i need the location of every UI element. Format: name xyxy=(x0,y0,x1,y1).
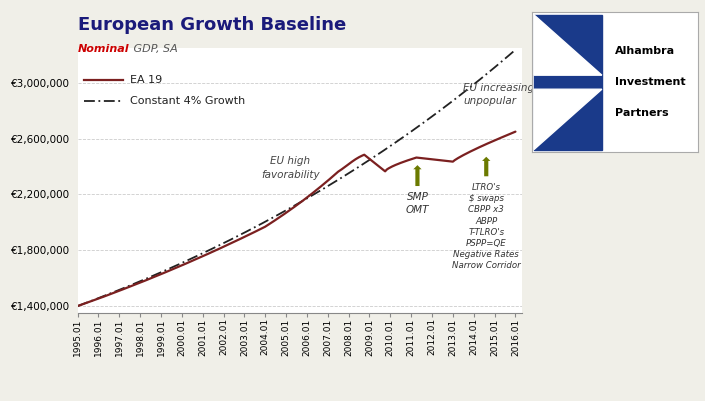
Text: SMP
OMT: SMP OMT xyxy=(405,192,429,215)
Text: Alhambra: Alhambra xyxy=(615,47,675,56)
Text: Investment: Investment xyxy=(615,77,686,87)
Text: Nominal: Nominal xyxy=(78,44,129,54)
Polygon shape xyxy=(534,15,602,150)
Text: LTRO's
$ swaps
CBPP x3
ABPP
T-TLRO's
PSPP=QE
Negative Rates
Narrow Corridor: LTRO's $ swaps CBPP x3 ABPP T-TLRO's PSP… xyxy=(452,183,520,270)
Polygon shape xyxy=(534,89,602,150)
Polygon shape xyxy=(534,15,602,75)
Text: EU increasingly
unpopular: EU increasingly unpopular xyxy=(463,83,544,106)
Text: Partners: Partners xyxy=(615,108,669,118)
Text: Constant 4% Growth: Constant 4% Growth xyxy=(130,96,245,106)
Text: GDP, SA: GDP, SA xyxy=(130,44,178,54)
Text: EA 19: EA 19 xyxy=(130,75,162,85)
Text: European Growth Baseline: European Growth Baseline xyxy=(78,16,345,34)
Text: EU high
favorability: EU high favorability xyxy=(261,156,319,180)
